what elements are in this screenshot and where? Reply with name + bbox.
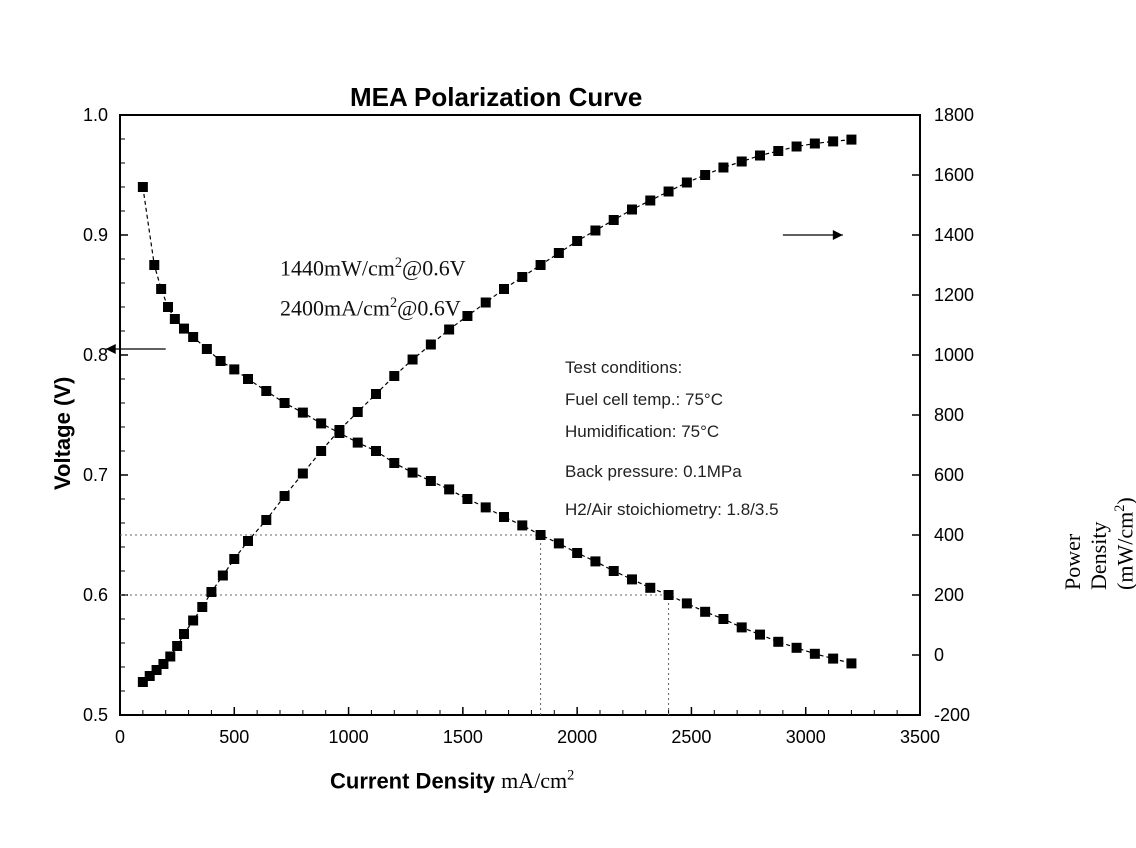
svg-text:0.8: 0.8 <box>83 345 108 365</box>
svg-text:-200: -200 <box>934 705 970 725</box>
svg-text:2000: 2000 <box>557 727 597 747</box>
polarization-chart: MEA Polarization Curve Voltage (V) Power… <box>0 0 1136 848</box>
svg-text:600: 600 <box>934 465 964 485</box>
svg-text:1000: 1000 <box>329 727 369 747</box>
svg-text:400: 400 <box>934 525 964 545</box>
svg-text:1400: 1400 <box>934 225 974 245</box>
svg-text:0.6: 0.6 <box>83 585 108 605</box>
svg-text:1.0: 1.0 <box>83 105 108 125</box>
svg-text:2500: 2500 <box>671 727 711 747</box>
svg-text:1800: 1800 <box>934 105 974 125</box>
svg-text:1500: 1500 <box>443 727 483 747</box>
svg-text:0: 0 <box>934 645 944 665</box>
svg-text:0.7: 0.7 <box>83 465 108 485</box>
svg-text:0.5: 0.5 <box>83 705 108 725</box>
svg-text:800: 800 <box>934 405 964 425</box>
svg-text:200: 200 <box>934 585 964 605</box>
svg-text:500: 500 <box>219 727 249 747</box>
svg-text:1600: 1600 <box>934 165 974 185</box>
svg-text:1200: 1200 <box>934 285 974 305</box>
plot-svg: 05001000150020002500300035000.50.60.70.8… <box>0 0 1136 848</box>
svg-text:3000: 3000 <box>786 727 826 747</box>
svg-text:1000: 1000 <box>934 345 974 365</box>
svg-text:3500: 3500 <box>900 727 940 747</box>
svg-text:0: 0 <box>115 727 125 747</box>
svg-text:0.9: 0.9 <box>83 225 108 245</box>
